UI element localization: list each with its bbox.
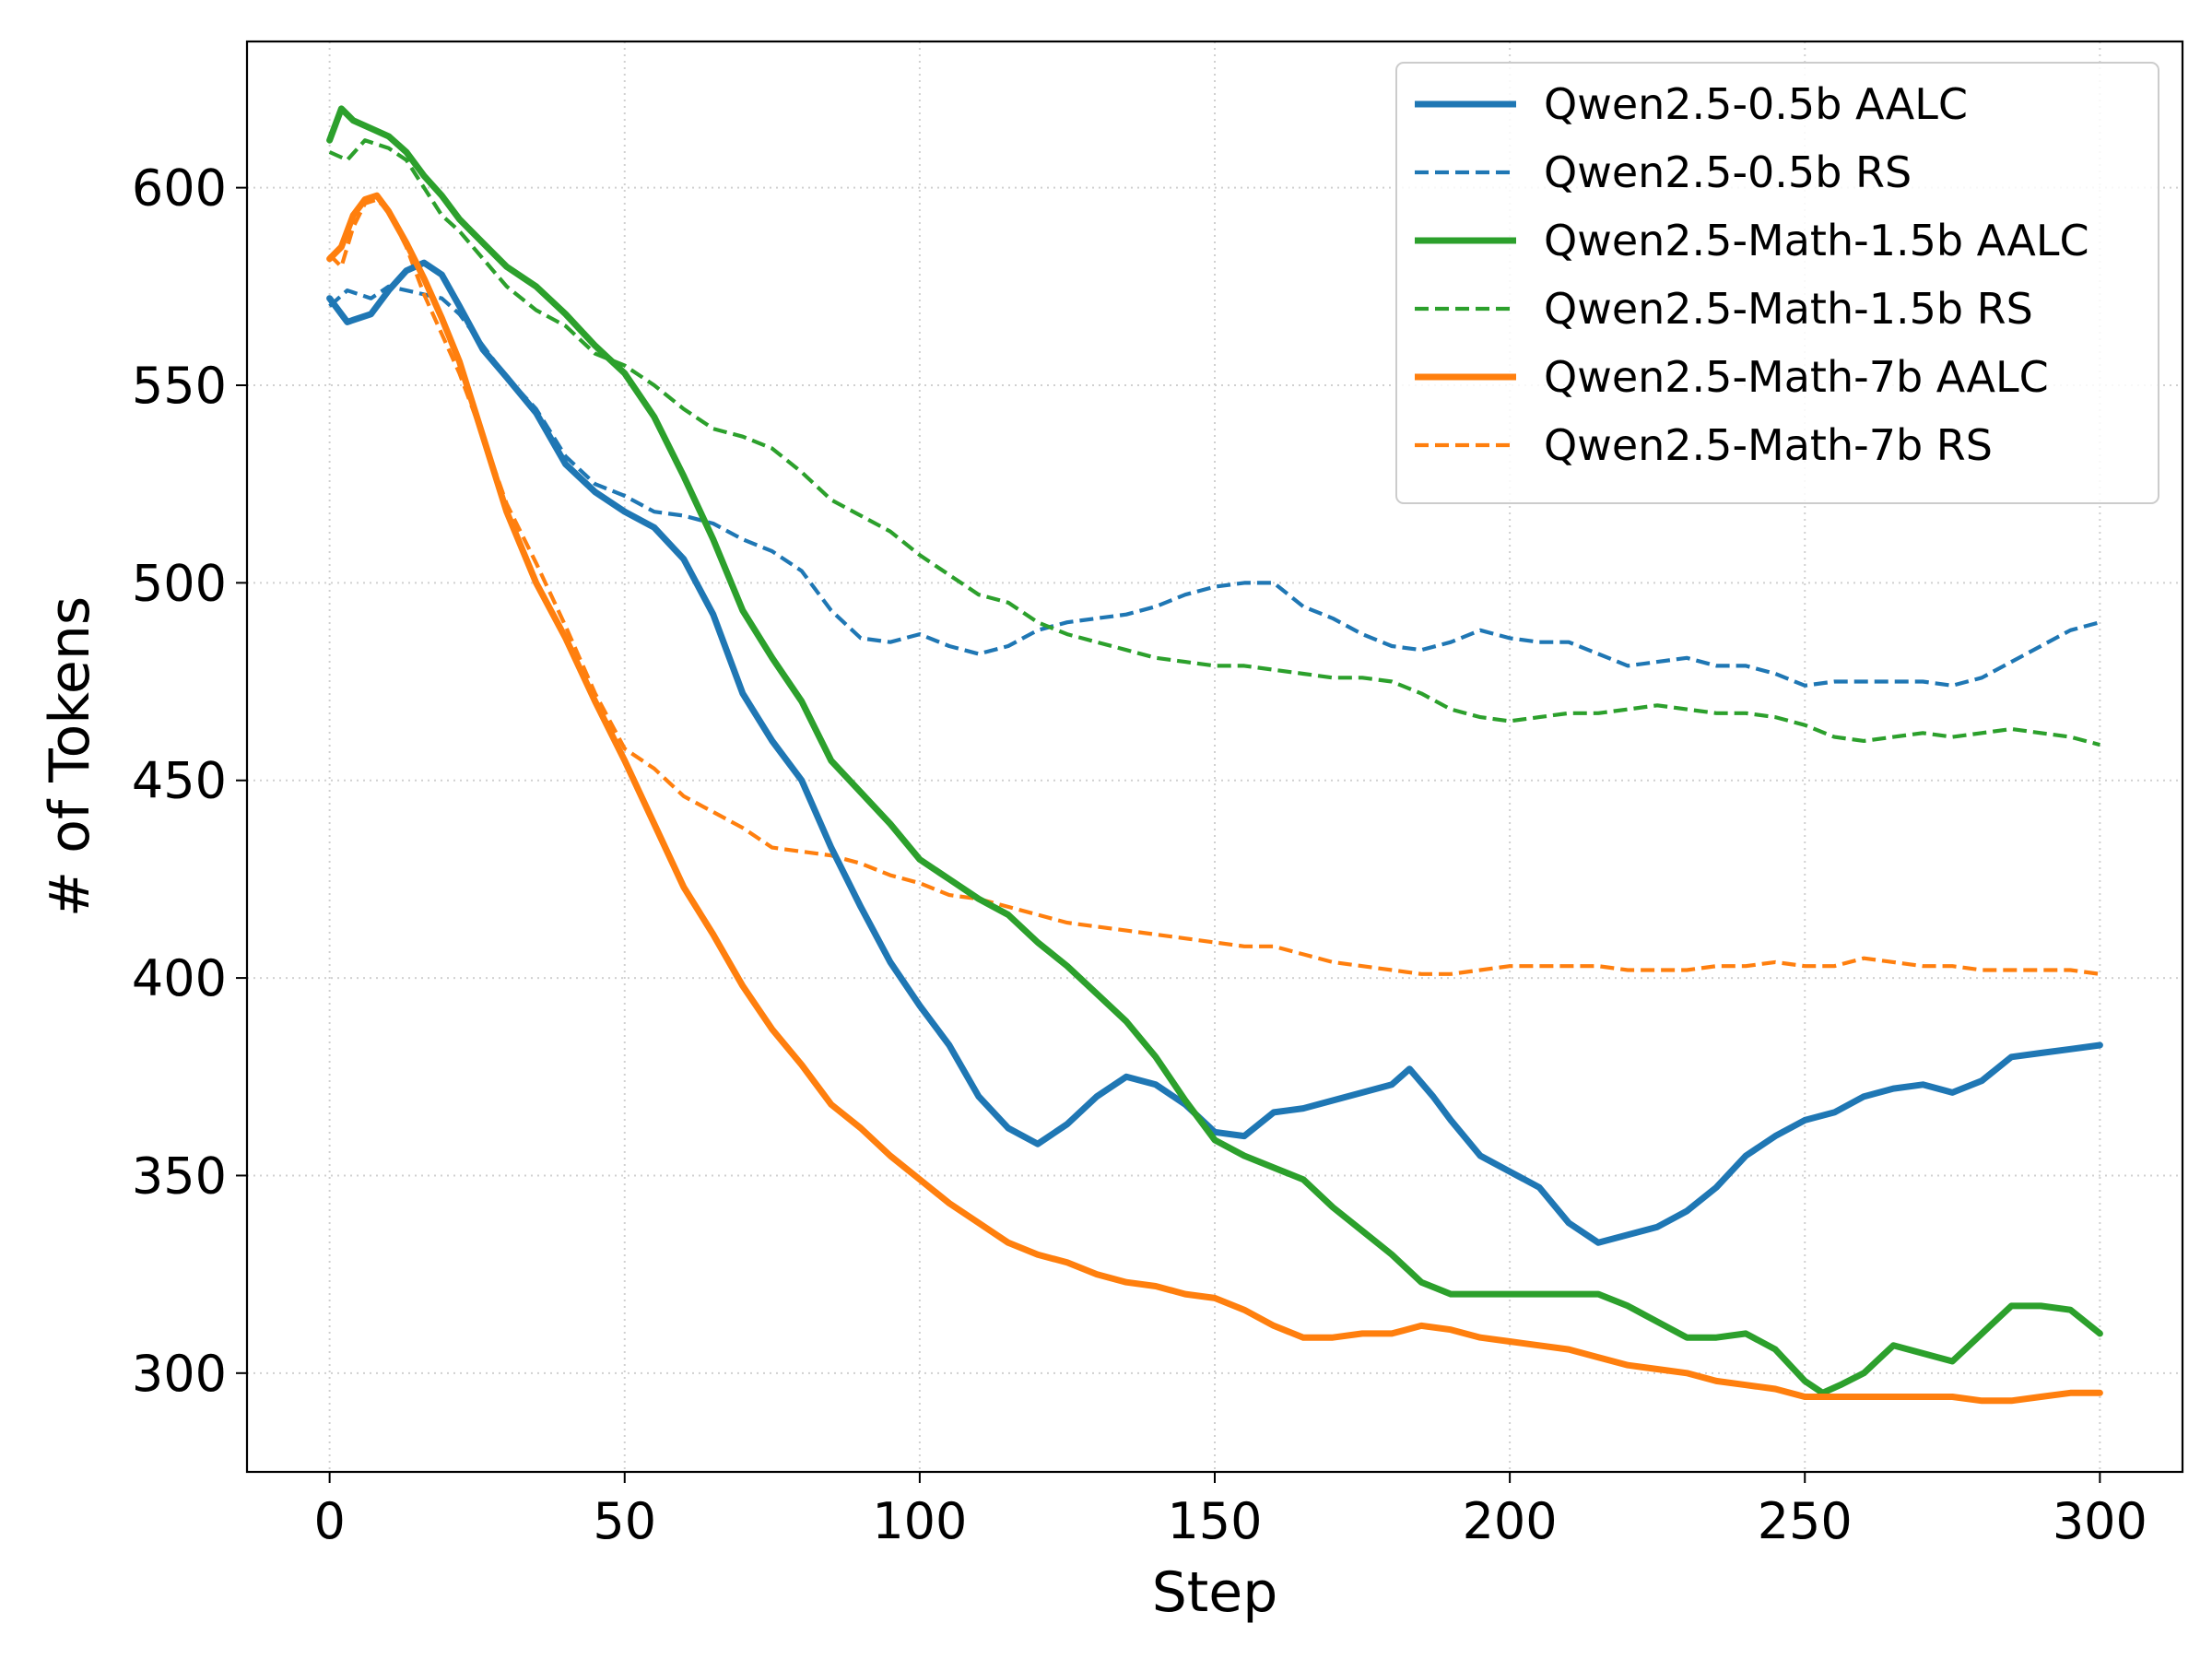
y-axis-title: # of Tokens (38, 596, 102, 917)
y-axis: 300 350 400 450 500 550 600 (132, 159, 247, 1403)
series-line-1 (328, 284, 2100, 688)
x-tick-label: 250 (1758, 1492, 1853, 1550)
y-tick-label: 300 (132, 1345, 227, 1403)
legend-label: Qwen2.5-0.5b AALC (1544, 79, 1968, 129)
y-tick-label: 350 (132, 1147, 227, 1205)
y-tick-label: 500 (132, 554, 227, 612)
legend-label: Qwen2.5-Math-1.5b RS (1544, 284, 2033, 334)
series-line-3 (328, 138, 2100, 747)
x-tick-label: 50 (593, 1492, 656, 1550)
legend-label: Qwen2.5-0.5b RS (1544, 147, 1912, 197)
x-tick-label: 200 (1463, 1492, 1558, 1550)
legend-label: Qwen2.5-Math-7b AALC (1544, 352, 2049, 402)
x-tick-label: 100 (872, 1492, 967, 1550)
legend-label: Qwen2.5-Math-7b RS (1544, 420, 1993, 470)
y-tick-label: 400 (132, 949, 227, 1007)
legend-box (1395, 62, 2159, 504)
x-tick-label: 150 (1167, 1492, 1262, 1550)
series-line-4 (326, 192, 2103, 1405)
legend: Qwen2.5-0.5b AALC Qwen2.5-0.5b RS Qwen2.5-… (1395, 62, 2159, 504)
x-tick-label: 0 (313, 1492, 345, 1550)
y-tick-label: 550 (132, 357, 227, 415)
x-tick-label: 300 (2053, 1492, 2147, 1550)
legend-label: Qwen2.5-Math-1.5b AALC (1544, 216, 2089, 265)
x-axis: 0 50 100 150 200 250 300 (313, 1472, 2147, 1550)
series-layer (326, 105, 2103, 1405)
y-tick-label: 450 (132, 752, 227, 810)
x-axis-title: Step (1152, 1560, 1278, 1625)
y-tick-label: 600 (132, 159, 227, 218)
series-line-2 (326, 105, 2103, 1396)
